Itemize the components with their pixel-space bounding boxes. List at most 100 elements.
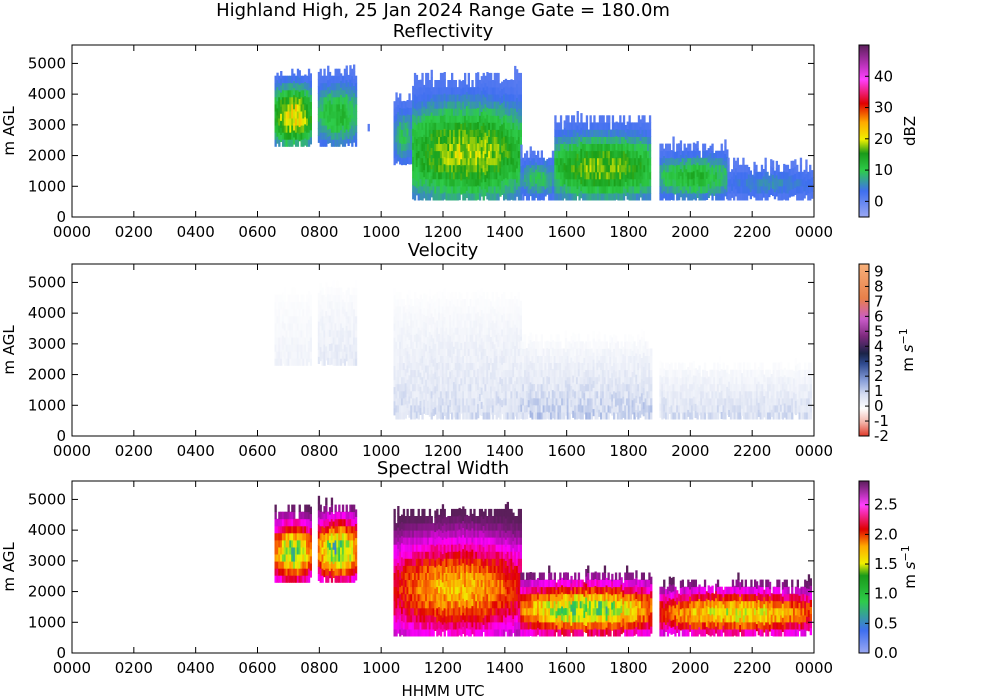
echo-cell <box>522 178 525 187</box>
echo-cell <box>309 308 312 317</box>
echo-cell <box>772 167 775 175</box>
echo-cell <box>413 376 417 385</box>
echo-cell <box>493 329 496 338</box>
echo-cell <box>467 327 470 335</box>
echo-cell <box>497 318 500 326</box>
echo-cell <box>696 162 699 170</box>
echo-cell <box>469 334 472 342</box>
echo-cell <box>508 306 511 314</box>
echo-cell <box>467 178 470 187</box>
echo-cell <box>345 100 348 109</box>
echo-cell <box>293 287 296 296</box>
echo-cell <box>328 128 332 136</box>
echo-cell <box>432 136 435 144</box>
echo-cell <box>426 329 430 338</box>
echo-cell <box>531 348 534 356</box>
echo-cell <box>413 313 417 321</box>
echo-cell <box>770 180 773 188</box>
echo-cell <box>441 348 445 356</box>
echo-cell <box>512 306 515 314</box>
echo-cell <box>501 152 504 160</box>
echo-cell <box>425 186 428 194</box>
echo-cell <box>574 129 577 137</box>
echo-cell <box>519 315 522 323</box>
echo-cell <box>419 171 422 180</box>
echo-cell <box>341 139 345 147</box>
echo-cell <box>410 376 413 385</box>
echo-cell <box>491 136 495 144</box>
echo-cell <box>764 157 767 166</box>
echo-cell <box>291 111 294 119</box>
echo-cell <box>709 188 712 196</box>
echo-cell <box>464 80 467 88</box>
echo-cell <box>302 125 305 133</box>
y-tick-label: 3000 <box>28 116 66 134</box>
echo-cell <box>454 171 457 180</box>
echo-cell <box>635 178 639 187</box>
echo-cell <box>574 164 577 173</box>
echo-cell <box>428 186 432 194</box>
echo-cell <box>574 193 577 201</box>
echo-cell <box>449 328 452 337</box>
echo-cell <box>298 308 301 317</box>
echo-cell <box>611 143 615 152</box>
echo-cell <box>343 132 347 140</box>
echo-cell <box>285 132 288 140</box>
echo-cell <box>447 390 450 399</box>
echo-cell <box>334 125 337 133</box>
echo-cell <box>491 178 495 187</box>
echo-cell <box>550 193 553 201</box>
echo-cell <box>503 369 506 378</box>
echo-cell <box>486 72 489 80</box>
echo-cell <box>412 128 415 136</box>
echo-cell <box>583 371 586 379</box>
echo-cell <box>783 185 786 193</box>
echo-cell <box>716 157 720 166</box>
echo-cell <box>491 376 495 385</box>
echo-cell <box>548 157 551 166</box>
echo-cell <box>436 150 439 159</box>
echo-cell <box>727 164 730 173</box>
echo-cell <box>291 118 294 126</box>
echo-cell <box>775 160 778 169</box>
echo-cell <box>700 171 703 180</box>
echo-cell <box>604 136 607 144</box>
echo-cell <box>535 362 538 371</box>
echo-cell <box>584 143 587 152</box>
echo-cell <box>397 104 400 113</box>
echo-cell <box>784 178 788 187</box>
echo-cell <box>327 307 330 316</box>
echo-cell <box>434 400 437 408</box>
echo-cell <box>510 362 513 371</box>
echo-cell <box>341 327 345 335</box>
echo-cell <box>567 115 570 123</box>
echo-cell <box>584 157 587 166</box>
echo-cell <box>281 75 285 84</box>
echo-cell <box>744 193 747 201</box>
echo-cell <box>419 322 422 331</box>
echo-cell <box>445 143 448 152</box>
echo-cell <box>588 362 592 371</box>
echo-cell <box>529 339 532 348</box>
echo-cell <box>508 327 511 335</box>
echo-cell <box>514 402 517 410</box>
echo-cell <box>458 341 461 349</box>
echo-cell <box>519 322 522 330</box>
echo-cell <box>561 355 564 363</box>
echo-cell <box>283 294 287 303</box>
echo-cell <box>456 143 459 152</box>
echo-cell <box>456 355 459 363</box>
echo-cell <box>561 150 564 159</box>
echo-cell <box>421 348 424 356</box>
echo-cell <box>415 173 419 182</box>
echo-cell <box>404 129 407 137</box>
echo-cell <box>495 87 498 95</box>
echo-cell <box>477 290 480 299</box>
echo-cell <box>341 299 345 307</box>
echo-cell <box>566 369 569 378</box>
echo-cell <box>593 157 596 166</box>
echo-cell <box>495 193 498 201</box>
echo-cell <box>293 73 296 81</box>
echo-cell <box>465 148 469 156</box>
echo-cell <box>554 171 557 180</box>
